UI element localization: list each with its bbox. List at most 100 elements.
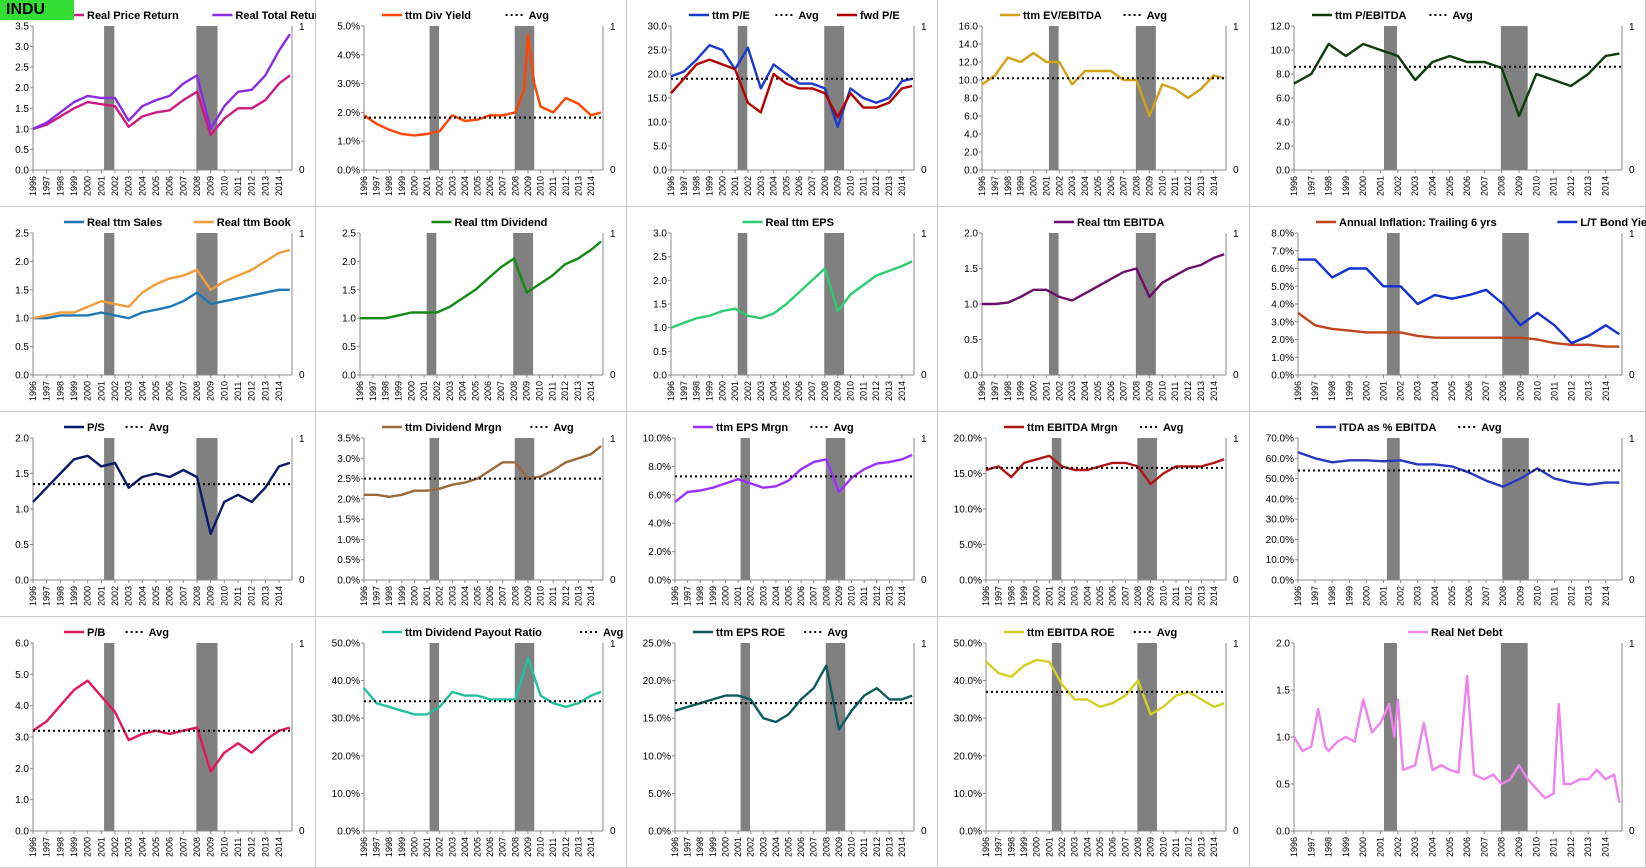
x-tick-label: 2010 <box>536 176 546 196</box>
x-tick-label: 2011 <box>1171 838 1181 857</box>
x-tick-label: 2006 <box>794 381 804 401</box>
x-tick-label: 2007 <box>1119 176 1129 196</box>
series-line <box>364 445 602 499</box>
y-tick-label: 16.0 <box>959 22 979 33</box>
x-tick-label: 2005 <box>473 586 483 606</box>
x-tick-label: 2002 <box>432 381 442 401</box>
x-tick-label: 2001 <box>1378 381 1388 401</box>
x-tick-label: 2011 <box>233 382 243 401</box>
x-tick-label: 2000 <box>83 381 93 401</box>
recession-band <box>513 233 534 375</box>
x-tick-label: 2013 <box>884 176 894 196</box>
x-tick-label: 2006 <box>1106 381 1116 401</box>
x-tick-label: 2005 <box>1447 381 1457 401</box>
x-tick-label: 2002 <box>1396 586 1406 606</box>
x-tick-label: 2013 <box>260 381 270 401</box>
x-tick-label: 2007 <box>1481 586 1491 606</box>
y-tick-label: 1.5 <box>1276 686 1290 697</box>
x-tick-label: 1997 <box>42 381 52 401</box>
y-tick-label: 3.0% <box>1271 317 1294 328</box>
legend-label: Real ttm Book <box>217 217 292 229</box>
x-tick-label: 1999 <box>397 837 407 857</box>
x-tick-label: 2004 <box>458 381 468 401</box>
x-tick-label: 2000 <box>1032 837 1042 857</box>
x-tick-label: 1999 <box>393 381 403 401</box>
series-line <box>981 51 1225 118</box>
x-tick-label: 1999 <box>1344 586 1354 606</box>
y-tick-label: 0.5 <box>1276 780 1290 791</box>
chart-svg: 0.0 2.0 4.0 6.0 8.0 10.0 12.0 1 0 1996 1997 1998 199… <box>1271 10 1635 196</box>
x-tick-label: 2009 <box>834 586 844 606</box>
x-tick-label: 2012 <box>871 176 881 196</box>
x-tick-label: 2002 <box>110 837 120 857</box>
x-tick-label: 2009 <box>1515 586 1525 606</box>
x-tick-label: 2013 <box>260 837 270 857</box>
y-tick-label: 0.5 <box>964 335 978 346</box>
recession-band <box>104 438 115 580</box>
x-tick-label: 1998 <box>1003 176 1013 196</box>
y-tick-label: 5.0% <box>648 789 671 800</box>
y-tick-label: 70.0% <box>1266 434 1294 445</box>
y-tick-label: 20.0% <box>643 676 671 687</box>
chart-panel: 0.0% 1.0% 2.0% 3.0% 4.0% 5.0% 6.0% 7.0% 8.0% 1 0 19… <box>1250 207 1646 412</box>
chart-panel: 0.0% 10.0% 20.0% 30.0% 40.0% 50.0% 60.0% 70.0% 1… <box>1250 412 1646 617</box>
x-tick-label: 2014 <box>1209 586 1219 606</box>
x-tick-label: 2013 <box>884 837 894 857</box>
series-line <box>1297 451 1620 488</box>
x-tick-label: 2004 <box>1080 381 1090 401</box>
recession-band <box>429 643 440 831</box>
x-tick-label: 2006 <box>1108 586 1118 606</box>
y-tick-label: 0.5 <box>342 342 356 353</box>
x-tick-label: 2007 <box>178 176 188 196</box>
y-tick-label: 6.0 <box>964 112 978 123</box>
x-tick-label: 2007 <box>1479 176 1489 196</box>
y-tick-label: 2.0% <box>1271 335 1294 346</box>
y-tick-label: 0.0% <box>959 827 982 838</box>
x-tick-label: 2002 <box>1393 176 1403 196</box>
y-tick-label: 0.0% <box>648 576 671 587</box>
x-tick-label: 2010 <box>847 837 857 857</box>
x-tick-label: 1997 <box>42 837 52 857</box>
x-tick-label: 1999 <box>1341 837 1351 857</box>
secondary-tick-label: 1 <box>1629 639 1635 650</box>
x-tick-label: 2007 <box>807 381 817 401</box>
y-tick-label: 25.0% <box>643 639 671 650</box>
x-tick-label: 2008 <box>1497 837 1507 857</box>
y-tick-label: 12.0 <box>1271 22 1291 33</box>
recession-band <box>1502 233 1529 375</box>
x-tick-label: 2007 <box>807 176 817 196</box>
x-tick-label: 2006 <box>1462 837 1472 857</box>
x-tick-label: 1996 <box>670 837 680 857</box>
legend-label: Real Total Return <box>235 10 316 22</box>
x-tick-label: 2012 <box>1566 176 1576 196</box>
x-tick-label: 2014 <box>274 837 284 857</box>
x-tick-label: 2007 <box>178 381 188 401</box>
x-tick-label: 2010 <box>1531 837 1541 857</box>
x-tick-label: 2009 <box>833 381 843 401</box>
x-tick-label: 1999 <box>69 381 79 401</box>
y-tick-label: 10.0% <box>643 434 671 445</box>
y-tick-label: 10.0% <box>954 789 982 800</box>
y-tick-label: 3.0 <box>15 42 29 53</box>
legend-label: ttm Dividend Mrgn <box>405 422 502 434</box>
x-tick-label: 2010 <box>219 837 229 857</box>
x-tick-label: 1997 <box>368 381 378 401</box>
chart-panel: 0.0% 10.0% 20.0% 30.0% 40.0% 50.0% 1 0 1996 1997 1… <box>938 617 1250 868</box>
x-tick-label: 1997 <box>42 586 52 606</box>
x-tick-label: 1996 <box>977 381 987 401</box>
legend-label: ttm EPS ROE <box>716 627 785 639</box>
chart-panel: 0.0 0.5 1.0 1.5 2.0 2.5 1 0 1996 1997 1998 1999 2000… <box>0 207 316 412</box>
x-tick-label: 2010 <box>846 381 856 401</box>
x-tick-label: 2012 <box>247 176 257 196</box>
x-tick-label: 2001 <box>733 837 743 857</box>
y-tick-label: 10.0 <box>1271 46 1291 57</box>
secondary-tick-label: 0 <box>921 826 927 837</box>
legend-label: Avg <box>1452 10 1472 22</box>
x-tick-label: 2007 <box>496 381 506 401</box>
series-line <box>32 33 291 131</box>
x-tick-label: 2011 <box>1170 177 1180 196</box>
x-tick-label: 2013 <box>573 586 583 606</box>
x-tick-label: 2001 <box>1378 586 1388 606</box>
